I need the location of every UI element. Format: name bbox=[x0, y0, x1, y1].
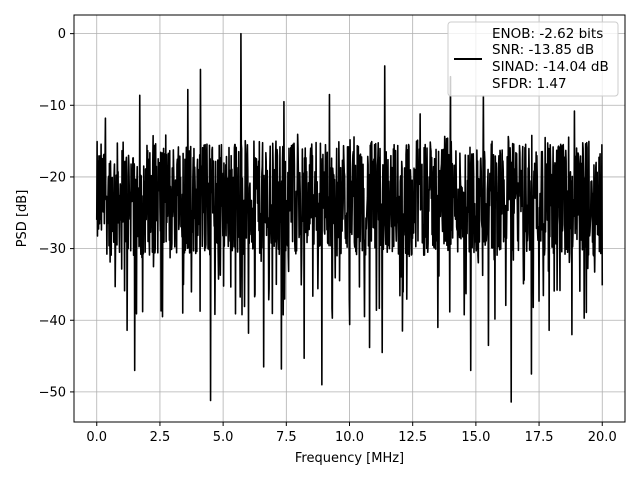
psd-series bbox=[95, 32, 604, 403]
y-tick-label: −10 bbox=[39, 99, 66, 114]
legend-box bbox=[447, 21, 619, 97]
x-tick-label: 12.5 bbox=[398, 430, 427, 445]
x-tick-label: 10.0 bbox=[335, 430, 364, 445]
x-tick-label: 5.0 bbox=[213, 430, 234, 445]
y-axis-label: PSD [dB] bbox=[15, 190, 30, 248]
y-tick-label: 0 bbox=[58, 27, 66, 42]
y-ticks: 0 −10 −20 −30 −40 −50 bbox=[39, 27, 74, 400]
y-tick-label: −20 bbox=[39, 170, 66, 185]
legend-entry-sinad: SINAD: -14.04 dB bbox=[492, 59, 609, 75]
x-tick-label: 15.0 bbox=[461, 430, 490, 445]
x-tick-label: 7.5 bbox=[276, 430, 297, 445]
y-tick-label: −40 bbox=[39, 314, 66, 329]
x-tick-label: 17.5 bbox=[525, 430, 554, 445]
x-tick-label: 0.0 bbox=[86, 430, 107, 445]
x-ticks: 0.0 2.5 5.0 7.5 10.0 12.5 15.0 17.5 20.0 bbox=[86, 422, 617, 445]
x-tick-label: 20.0 bbox=[588, 430, 617, 445]
x-axis-label: Frequency [MHz] bbox=[295, 451, 404, 466]
legend: ENOB: -2.62 bits SNR: -13.85 dB SINAD: -… bbox=[447, 21, 619, 97]
legend-entry-snr: SNR: -13.85 dB bbox=[492, 42, 594, 58]
legend-entry-sfdr: SFDR: 1.47 bbox=[492, 76, 567, 92]
legend-entry-enob: ENOB: -2.62 bits bbox=[492, 26, 603, 42]
psd-line bbox=[95, 32, 604, 403]
y-tick-label: −50 bbox=[39, 385, 66, 400]
y-tick-label: −30 bbox=[39, 242, 66, 257]
x-tick-label: 2.5 bbox=[150, 430, 171, 445]
